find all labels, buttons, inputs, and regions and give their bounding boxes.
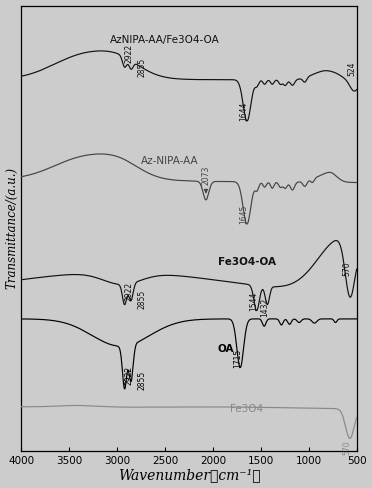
Text: 2855: 2855 bbox=[137, 290, 146, 309]
Text: 1644: 1644 bbox=[240, 102, 248, 121]
Text: 2855: 2855 bbox=[137, 58, 146, 78]
Text: Fe3O4: Fe3O4 bbox=[230, 404, 263, 414]
X-axis label: Wavenumber（cm⁻¹）: Wavenumber（cm⁻¹） bbox=[118, 468, 260, 483]
Text: Az-NIPA-AA: Az-NIPA-AA bbox=[141, 156, 199, 166]
Text: AzNIPA-AA/Fe3O4-OA: AzNIPA-AA/Fe3O4-OA bbox=[110, 35, 220, 45]
Text: 2922: 2922 bbox=[125, 366, 134, 385]
Text: 1715: 1715 bbox=[233, 348, 242, 367]
Text: 2922: 2922 bbox=[125, 44, 134, 63]
Y-axis label: Transmittance/(a.u.): Transmittance/(a.u.) bbox=[6, 167, 19, 289]
Text: 570: 570 bbox=[343, 262, 352, 277]
Text: 570: 570 bbox=[343, 440, 352, 455]
Text: Fe3O4-OA: Fe3O4-OA bbox=[218, 257, 276, 267]
Text: 1645: 1645 bbox=[240, 204, 248, 224]
Text: 2855: 2855 bbox=[137, 370, 146, 390]
Text: 1432: 1432 bbox=[260, 298, 269, 317]
Text: 2073: 2073 bbox=[202, 165, 211, 185]
Text: OA: OA bbox=[217, 344, 234, 353]
Text: 2922: 2922 bbox=[125, 282, 134, 301]
Text: 524: 524 bbox=[347, 62, 356, 76]
Text: 1544: 1544 bbox=[249, 291, 258, 311]
